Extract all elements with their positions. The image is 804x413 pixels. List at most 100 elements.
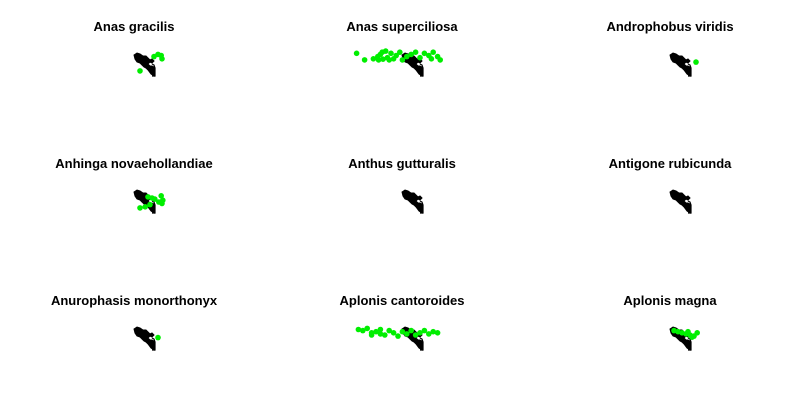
occurrence-point (152, 196, 158, 202)
occurrence-point (404, 53, 410, 60)
occurrence-point (380, 56, 386, 62)
species-title: Anthus gutturalis (348, 156, 456, 171)
occurrence-point (151, 53, 157, 60)
map-group (669, 52, 692, 77)
species-title: Antigone rubicunda (608, 156, 732, 171)
occurrence-point (364, 325, 370, 332)
species-title: Androphobus viridis (606, 19, 734, 34)
occurrence-point (158, 193, 164, 199)
occurrence-point (360, 327, 366, 334)
region-coastline (687, 337, 692, 351)
occurrence-point (437, 57, 443, 63)
species-panel: Androphobus viridis (536, 0, 804, 137)
occurrence-point (404, 331, 410, 337)
region-landmass (401, 189, 423, 214)
region-landmass (133, 189, 155, 214)
occurrence-point (395, 333, 401, 339)
species-range-map (133, 326, 161, 351)
region-coastline (151, 63, 156, 77)
occurrence-point (137, 68, 143, 74)
species-range-map (401, 189, 424, 214)
species-panel: Anhinga novaehollandiae (0, 137, 268, 274)
occurrence-point (421, 50, 428, 57)
occurrence-point (382, 332, 388, 338)
occurrence-point (361, 57, 368, 63)
species-panel: Antigone rubicunda (536, 137, 804, 274)
species-range-map (355, 325, 441, 351)
occurrence-point (386, 57, 392, 63)
occurrence-point (417, 54, 423, 61)
region-coastline (151, 337, 156, 351)
species-title: Aplonis cantoroides (339, 293, 465, 308)
occurrence-point (408, 51, 414, 58)
occurrence-point (412, 49, 419, 55)
region-coastline (687, 63, 692, 77)
occurrence-point (689, 334, 695, 340)
species-panel: Anthus gutturalis (268, 137, 536, 274)
species-panel: Aplonis cantoroides (268, 274, 536, 411)
species-range-map (669, 189, 692, 214)
species-range-map (133, 189, 166, 214)
occurrence-point (417, 330, 423, 336)
occurrence-point (388, 50, 394, 57)
occurrence-point (421, 327, 428, 334)
occurrence-point (155, 334, 161, 341)
species-title: Anas superciliosa (346, 19, 458, 34)
occurrence-point (434, 330, 441, 336)
occurrence-point (353, 50, 360, 57)
occurrence-point (386, 327, 392, 334)
occurrence-point (428, 56, 435, 62)
species-panel: Anas superciliosa (268, 0, 536, 137)
region-landmass (133, 326, 155, 351)
occurrence-point (355, 326, 362, 333)
occurrence-point (430, 49, 436, 55)
occurrence-point (142, 204, 148, 210)
occurrence-point (412, 332, 419, 338)
occurrence-point (408, 327, 414, 334)
occurrence-point (399, 328, 406, 335)
occurrence-point (156, 199, 162, 205)
species-panel: Anas gracilis (0, 0, 268, 137)
species-title: Anas gracilis (93, 19, 175, 34)
occurrence-point (368, 332, 375, 338)
occurrence-point (399, 57, 406, 63)
species-title: Aplonis magna (623, 293, 717, 308)
map-group (401, 189, 424, 214)
region-landmass (669, 189, 691, 214)
species-range-map (133, 51, 165, 77)
occurrence-point (370, 56, 377, 62)
occurrence-point (375, 57, 382, 63)
occurrence-point (685, 328, 691, 335)
occurrence-point (393, 52, 399, 59)
region-landmass (133, 52, 155, 77)
occurrence-point (397, 49, 403, 55)
occurrence-point (377, 331, 384, 337)
map-group (669, 189, 692, 214)
occurrence-point (373, 328, 379, 335)
occurrence-point (159, 56, 165, 62)
occurrence-point (377, 326, 384, 333)
occurrence-point (137, 205, 143, 211)
map-group (133, 189, 156, 214)
species-title: Anhinga novaehollandiae (55, 156, 213, 171)
region-landmass (669, 52, 691, 77)
species-range-map (669, 52, 699, 77)
region-coastline (419, 337, 424, 351)
species-title: Anurophasis monorthonyx (50, 293, 218, 308)
region-coastline (419, 63, 424, 77)
occurrence-point (693, 59, 699, 65)
species-panel: Aplonis magna (536, 274, 804, 411)
species-range-map (669, 326, 700, 351)
occurrence-point (382, 48, 389, 54)
occurrence-point (426, 331, 432, 337)
species-range-map (353, 48, 443, 77)
region-coastline (687, 200, 692, 214)
species-panel: Anurophasis monorthonyx (0, 274, 268, 411)
map-group (133, 326, 156, 351)
region-coastline (151, 200, 156, 214)
region-coastline (419, 200, 424, 214)
map-group (133, 52, 156, 77)
occurrence-point (694, 330, 700, 336)
occurrence-point (147, 201, 153, 208)
